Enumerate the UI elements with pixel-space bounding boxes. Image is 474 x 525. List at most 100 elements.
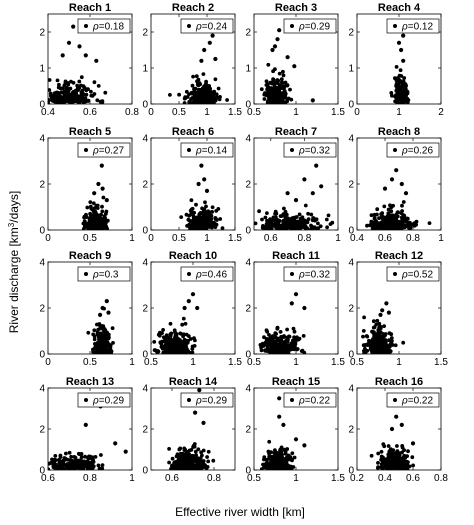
legend: ρ=0.22: [283, 392, 337, 408]
data-point-outlier: [204, 188, 210, 193]
data-point: [280, 81, 285, 85]
data-point: [89, 463, 93, 467]
x-tick-label: 0.5: [247, 357, 261, 368]
data-point-outlier: [410, 441, 416, 446]
data-point: [180, 322, 185, 327]
data-point: [152, 340, 157, 344]
y-tick-label: 0: [142, 350, 148, 361]
legend-symbol: ρ: [298, 270, 305, 281]
data-point: [76, 461, 80, 465]
legend-text: ρ=0.14: [195, 146, 227, 157]
panel-title: Reach 4: [378, 2, 421, 14]
data-point-outlier: [60, 53, 65, 58]
data-point: [264, 93, 268, 97]
data-point: [380, 464, 385, 469]
data-point: [285, 83, 290, 88]
data-point: [64, 451, 68, 456]
data-point: [326, 213, 331, 218]
x-tick-label: 1: [204, 233, 210, 244]
data-point: [269, 345, 274, 350]
panel-12: Reach 12 0.5 1 1.5 0 2 4 ρ=0.52: [348, 250, 448, 368]
data-point: [274, 464, 278, 469]
legend: ρ=0.14: [180, 142, 234, 158]
y-tick-label: 4: [245, 134, 251, 145]
data-point: [382, 204, 387, 209]
data-point: [77, 79, 82, 84]
data-point: [86, 330, 91, 335]
x-tick-label: 0.6: [406, 473, 420, 484]
data-point: [170, 466, 175, 470]
legend-symbol: ρ: [195, 396, 202, 407]
x-tick-label: 1.5: [331, 357, 345, 368]
legend-text: ρ=0.18: [92, 22, 124, 33]
y-tick-label: 4: [245, 258, 251, 269]
y-tick-label: 4: [142, 134, 148, 145]
data-point-outlier: [302, 177, 307, 182]
data-point-outlier: [123, 449, 128, 454]
legend-text: ρ=0.26: [401, 146, 433, 157]
data-point: [194, 463, 198, 468]
data-point: [197, 465, 202, 470]
data-point: [400, 445, 405, 450]
y-tick-label: 2: [348, 425, 354, 436]
data-point-outlier: [275, 37, 280, 42]
y-tick-label: 2: [348, 180, 354, 191]
data-point: [390, 217, 395, 221]
legend-marker: [84, 24, 88, 28]
data-point-outlier: [96, 181, 101, 187]
data-point: [365, 348, 370, 353]
x-tick-label: 0.4: [350, 233, 364, 244]
legend-text: ρ=0.32: [298, 146, 330, 157]
data-point: [102, 220, 106, 225]
data-point: [365, 223, 369, 228]
data-point: [404, 462, 409, 467]
panel-title: Reach 3: [275, 2, 317, 14]
data-point: [100, 209, 105, 214]
y-tick-label: 0: [245, 466, 251, 477]
data-point: [192, 90, 196, 95]
data-point: [182, 338, 187, 342]
data-point-outlier: [289, 301, 294, 306]
legend-symbol: ρ: [298, 396, 305, 407]
data-point: [268, 450, 272, 455]
legend-text: ρ=0.12: [401, 22, 433, 33]
y-tick-label: 0: [142, 226, 148, 237]
data-point: [95, 203, 100, 208]
data-point: [268, 455, 272, 459]
data-point: [273, 450, 278, 455]
data-point: [380, 220, 384, 225]
data-point: [81, 467, 85, 470]
data-point: [177, 351, 182, 354]
data-point: [111, 341, 115, 345]
data-point: [277, 350, 281, 354]
legend-box: [283, 18, 337, 34]
data-point: [381, 226, 386, 230]
data-point-outlier: [197, 388, 202, 393]
data-point-outlier: [196, 181, 201, 187]
panel-6: Reach 6 0 0.5 1 1.5 0 2 4 ρ=0.14: [142, 126, 242, 244]
panel-13: Reach 13 0.6 0.8 1 0 2 4 ρ=0.29: [39, 376, 135, 484]
data-point: [211, 220, 216, 225]
data-point: [279, 86, 284, 91]
data-point: [292, 455, 297, 460]
y-tick-label: 2: [142, 180, 148, 191]
data-point: [64, 92, 69, 97]
data-point: [388, 342, 393, 347]
legend-box: [386, 18, 440, 34]
data-point: [399, 89, 404, 94]
legend-box: [283, 266, 337, 282]
data-point: [86, 468, 91, 470]
legend-marker: [187, 148, 191, 152]
data-point: [278, 453, 283, 458]
legend: ρ=0.3: [77, 266, 131, 282]
y-tick-label: 4: [142, 258, 148, 269]
x-tick-label: 1: [204, 107, 210, 118]
data-point: [397, 454, 402, 458]
data-point: [187, 460, 192, 465]
legend-value: =0.29: [202, 396, 228, 407]
data-point: [376, 461, 380, 465]
data-point-outlier: [319, 184, 324, 189]
legend: ρ=0.22: [386, 392, 440, 408]
y-tick-label: 4: [348, 258, 354, 269]
